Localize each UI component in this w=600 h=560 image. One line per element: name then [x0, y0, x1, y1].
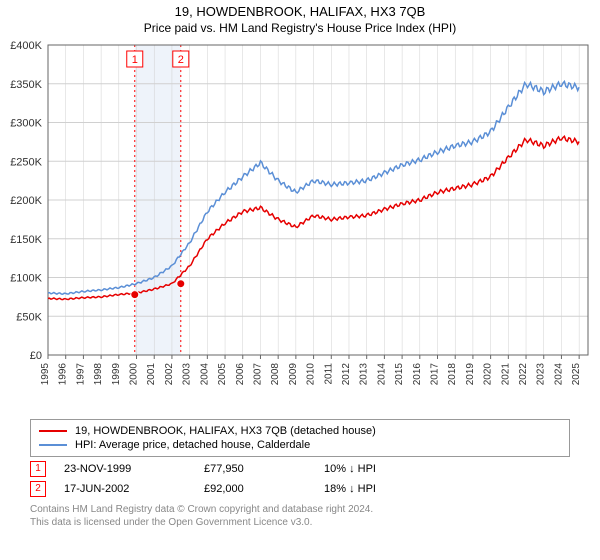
svg-text:2005: 2005 — [217, 363, 228, 386]
svg-text:2024: 2024 — [553, 363, 564, 386]
svg-text:2012: 2012 — [341, 363, 352, 386]
svg-text:2002: 2002 — [164, 363, 175, 386]
sale-marker: 1 — [30, 461, 46, 477]
svg-text:2001: 2001 — [146, 363, 157, 386]
svg-text:2019: 2019 — [465, 363, 476, 386]
svg-text:2008: 2008 — [270, 363, 281, 386]
svg-text:2018: 2018 — [447, 363, 458, 386]
svg-text:£350K: £350K — [10, 79, 42, 91]
svg-text:2006: 2006 — [235, 363, 246, 386]
sale-date: 17-JUN-2002 — [64, 483, 204, 495]
svg-text:2009: 2009 — [288, 363, 299, 386]
sale-row: 1 23-NOV-1999£77,95010% ↓ HPI — [30, 459, 570, 479]
sales-table: 1 23-NOV-1999£77,95010% ↓ HPI 2 17-JUN-2002… — [30, 459, 570, 499]
svg-text:2003: 2003 — [182, 363, 193, 386]
svg-text:2025: 2025 — [571, 363, 582, 386]
svg-text:2016: 2016 — [412, 363, 423, 386]
chart-title: 19, HOWDENBROOK, HALIFAX, HX3 7QB — [0, 0, 600, 19]
svg-text:2014: 2014 — [376, 363, 387, 386]
svg-text:2007: 2007 — [252, 363, 263, 386]
svg-text:1996: 1996 — [58, 363, 69, 386]
svg-text:£50K: £50K — [16, 311, 42, 323]
svg-text:2013: 2013 — [359, 363, 370, 386]
svg-text:£150K: £150K — [10, 234, 42, 246]
sale-diff: 18% ↓ HPI — [324, 483, 376, 495]
legend-swatch — [39, 430, 67, 432]
svg-text:1998: 1998 — [93, 363, 104, 386]
price-chart: £0 £50K £100K £150K £200K £250K £300K £350K £400… — [0, 35, 600, 415]
svg-text:1997: 1997 — [75, 363, 86, 386]
sale-date: 23-NOV-1999 — [64, 463, 204, 475]
svg-text:2015: 2015 — [394, 363, 405, 386]
attribution: Contains HM Land Registry data © Crown c… — [30, 503, 570, 529]
legend-label: HPI: Average price, detached house, Cald… — [75, 439, 310, 451]
svg-text:£0: £0 — [30, 350, 42, 362]
sale-marker: 2 — [30, 481, 46, 497]
svg-text:£100K: £100K — [10, 273, 42, 285]
legend-row: HPI: Average price, detached house, Cald… — [39, 438, 561, 452]
svg-text:2021: 2021 — [500, 363, 511, 386]
svg-text:1995: 1995 — [40, 363, 51, 386]
svg-text:2017: 2017 — [430, 363, 441, 386]
svg-text:1999: 1999 — [111, 363, 122, 386]
svg-text:2022: 2022 — [518, 363, 529, 386]
legend-row: 19, HOWDENBROOK, HALIFAX, HX3 7QB (detac… — [39, 424, 561, 438]
svg-text:2000: 2000 — [129, 363, 140, 386]
svg-text:2020: 2020 — [483, 363, 494, 386]
legend: 19, HOWDENBROOK, HALIFAX, HX3 7QB (detac… — [30, 419, 570, 457]
sale-row: 2 17-JUN-2002£92,00018% ↓ HPI — [30, 479, 570, 499]
chart-subtitle: Price paid vs. HM Land Registry's House … — [0, 19, 600, 35]
sale-price: £92,000 — [204, 483, 324, 495]
sale-diff: 10% ↓ HPI — [324, 463, 376, 475]
svg-text:£250K: £250K — [10, 156, 42, 168]
sale-price: £77,950 — [204, 463, 324, 475]
svg-text:2011: 2011 — [323, 363, 334, 385]
svg-text:£400K: £400K — [10, 40, 42, 52]
svg-text:2010: 2010 — [306, 363, 317, 386]
attribution-line1: Contains HM Land Registry data © Crown c… — [30, 503, 570, 516]
svg-text:£300K: £300K — [10, 118, 42, 130]
legend-swatch — [39, 444, 67, 446]
svg-text:2023: 2023 — [536, 363, 547, 386]
svg-text:2: 2 — [178, 54, 184, 66]
attribution-line2: This data is licensed under the Open Gov… — [30, 516, 570, 529]
svg-text:£200K: £200K — [10, 195, 42, 207]
legend-label: 19, HOWDENBROOK, HALIFAX, HX3 7QB (detac… — [75, 425, 376, 437]
svg-text:2004: 2004 — [199, 363, 210, 386]
svg-text:1: 1 — [132, 54, 138, 66]
